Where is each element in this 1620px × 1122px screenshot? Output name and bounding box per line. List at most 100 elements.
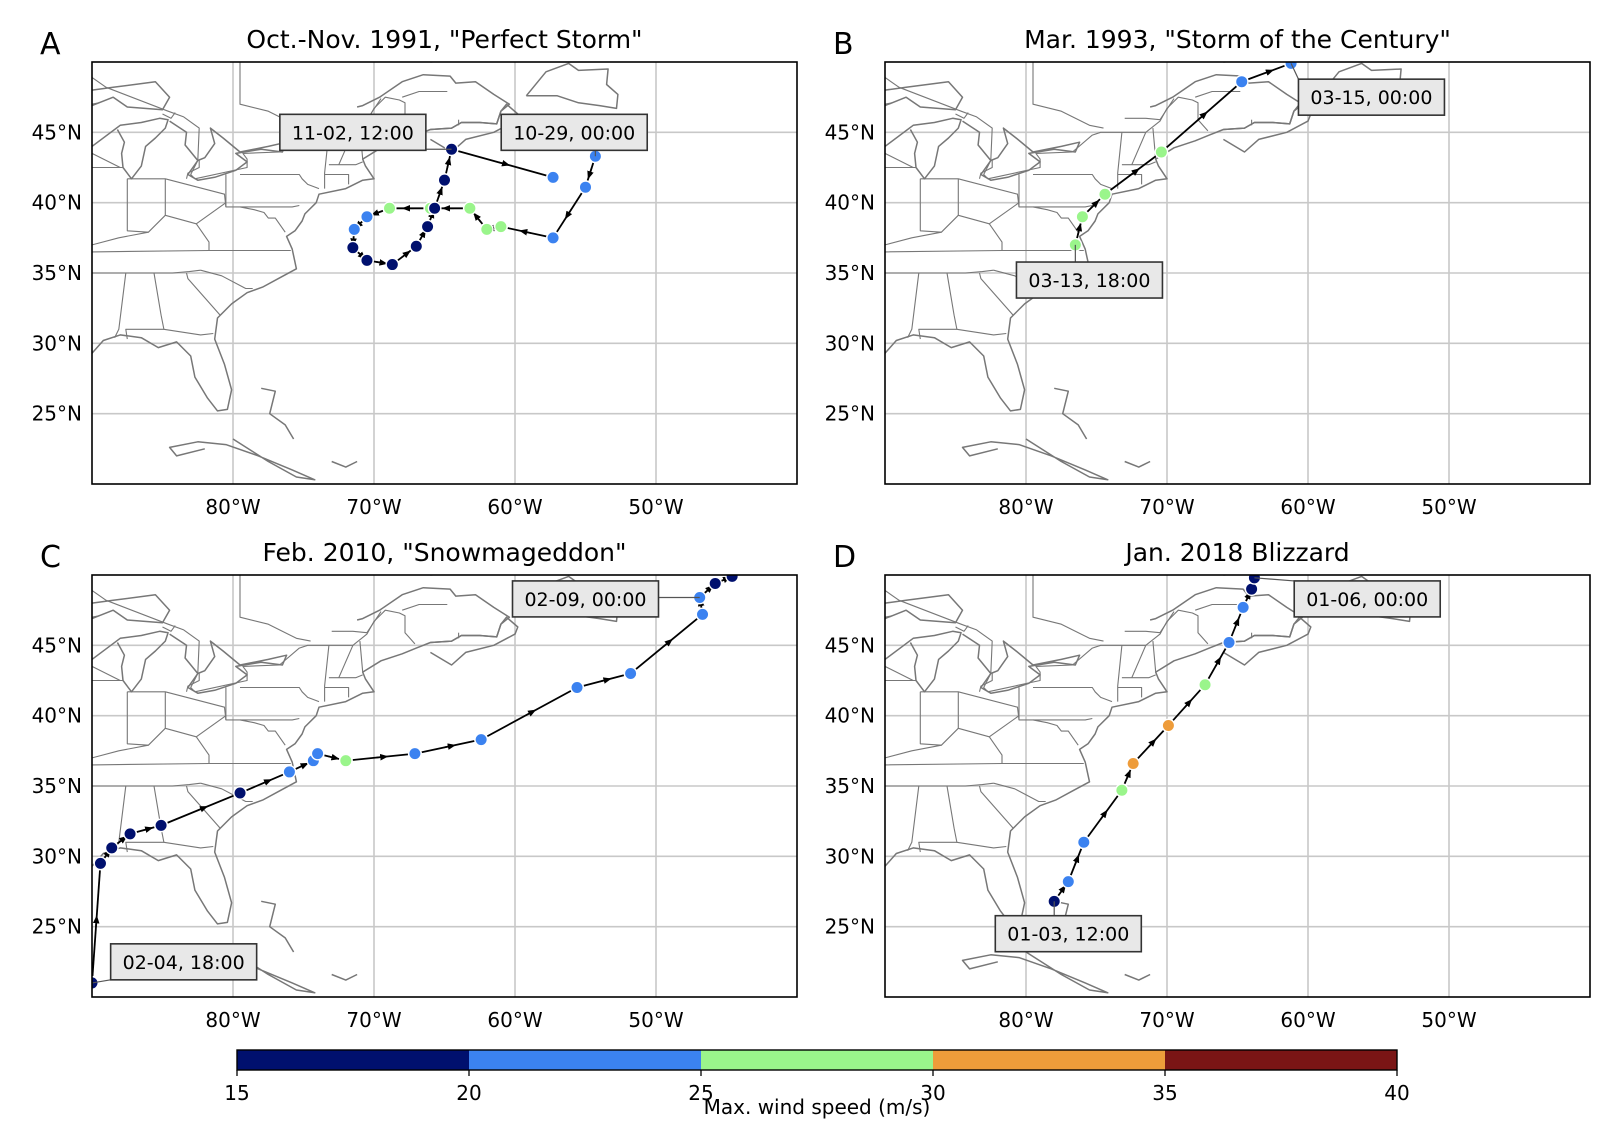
time-annotation: 10-29, 00:00 xyxy=(500,113,649,157)
border-line xyxy=(1124,98,1175,121)
colorbar-tick-label: 35 xyxy=(1152,1081,1177,1105)
border-line xyxy=(324,173,350,185)
x-tick-label: 60°W xyxy=(1280,1008,1335,1032)
annotation-label: 11-02, 12:00 xyxy=(292,122,414,144)
border-line xyxy=(1117,132,1123,189)
border-line xyxy=(92,269,201,274)
time-annotation: 11-02, 12:00 xyxy=(279,113,452,152)
border-line xyxy=(978,160,993,179)
border-line xyxy=(125,272,165,340)
border-line xyxy=(331,611,382,634)
coastline xyxy=(885,630,962,693)
border-line xyxy=(225,174,300,208)
track-arrow xyxy=(498,160,511,167)
coastline xyxy=(1124,460,1151,468)
panel-letter: A xyxy=(40,27,61,62)
track-point xyxy=(1126,756,1141,771)
annotation-label: 01-06, 00:00 xyxy=(1306,589,1428,611)
border-line xyxy=(920,691,1020,720)
coastline xyxy=(1223,575,1231,576)
annotation-label: 01-03, 12:00 xyxy=(1007,924,1129,946)
y-tick-label: 35°N xyxy=(825,774,875,798)
track-arrow xyxy=(1244,590,1251,603)
border-line xyxy=(988,223,1003,251)
track-arrow xyxy=(599,677,612,684)
coastline xyxy=(92,80,171,111)
track-point xyxy=(360,253,374,268)
x-tick-label: 70°W xyxy=(1139,495,1194,519)
coastline xyxy=(261,900,295,953)
y-tick-label: 25°N xyxy=(825,915,875,939)
border-line xyxy=(185,673,200,692)
annotation-box xyxy=(109,943,258,981)
track-point xyxy=(385,257,400,272)
coastline xyxy=(885,80,964,111)
y-tick-label: 25°N xyxy=(32,402,82,426)
track-point xyxy=(233,786,247,800)
border-line xyxy=(127,178,227,207)
coastline xyxy=(1054,387,1088,440)
border-line xyxy=(1131,645,1147,678)
border-line xyxy=(885,665,916,682)
time-annotation: 01-06, 00:00 xyxy=(1254,577,1442,618)
colorbar-segment xyxy=(933,1050,1166,1070)
track-arrow xyxy=(297,762,309,770)
map-panel-d: Jan. 2018 Blizzard D 01-03, 12:00 01-06, 00… xyxy=(825,538,1591,1032)
annotation-leader xyxy=(92,979,111,984)
border-line xyxy=(185,272,221,316)
storm-track xyxy=(92,575,740,990)
coastline xyxy=(525,62,619,110)
basemap-outlines xyxy=(92,62,619,481)
x-tick-label: 60°W xyxy=(487,495,542,519)
track-arrow xyxy=(663,638,673,648)
track-point xyxy=(1161,718,1176,733)
y-tick-label: 35°N xyxy=(32,774,82,798)
basemap-outlines xyxy=(92,575,619,994)
border-line xyxy=(885,102,893,105)
border-line xyxy=(907,272,920,338)
border-line xyxy=(988,736,1003,764)
border-line xyxy=(978,785,1014,829)
coastline xyxy=(331,973,358,981)
track-point xyxy=(360,209,374,224)
border-line xyxy=(885,782,994,787)
border-line xyxy=(92,249,291,253)
border-line xyxy=(185,160,200,179)
track-point xyxy=(420,219,435,234)
track-point xyxy=(407,746,422,761)
annotation-box xyxy=(511,580,660,618)
x-tick-label: 80°W xyxy=(205,1008,260,1032)
border-line xyxy=(1195,603,1241,611)
border-line xyxy=(239,719,286,746)
track-arrow xyxy=(444,156,452,169)
track-point xyxy=(1098,187,1112,202)
colorbar-frame xyxy=(236,1049,1398,1071)
coastline xyxy=(331,460,358,468)
map-frame xyxy=(91,574,798,998)
border-line xyxy=(195,223,210,251)
track-arrow xyxy=(327,753,340,761)
border-line xyxy=(92,152,123,169)
border-line xyxy=(162,112,176,119)
track-point xyxy=(1075,209,1090,224)
coastline xyxy=(168,438,316,481)
time-annotation: 01-03, 12:00 xyxy=(994,901,1143,953)
track-arrow xyxy=(1214,656,1222,668)
border-line xyxy=(978,272,1014,316)
map-frame xyxy=(91,61,798,485)
border-line xyxy=(359,641,364,673)
border-line xyxy=(92,615,100,618)
panel-title: Oct.-Nov. 1991, "Perfect Storm" xyxy=(246,25,642,54)
y-tick-label: 30°N xyxy=(825,331,875,355)
panel-title: Mar. 1993, "Storm of the Century" xyxy=(1024,25,1451,54)
coastline xyxy=(92,630,169,693)
colorbar-segment xyxy=(701,1050,934,1070)
border-line xyxy=(239,206,286,233)
storm-track xyxy=(1047,575,1262,909)
border-line xyxy=(239,575,311,642)
border-line xyxy=(1117,173,1143,185)
x-tick-label: 80°W xyxy=(998,495,1053,519)
y-tick-label: 35°N xyxy=(32,261,82,285)
y-tick-label: 25°N xyxy=(825,402,875,426)
coastline xyxy=(961,438,1109,481)
